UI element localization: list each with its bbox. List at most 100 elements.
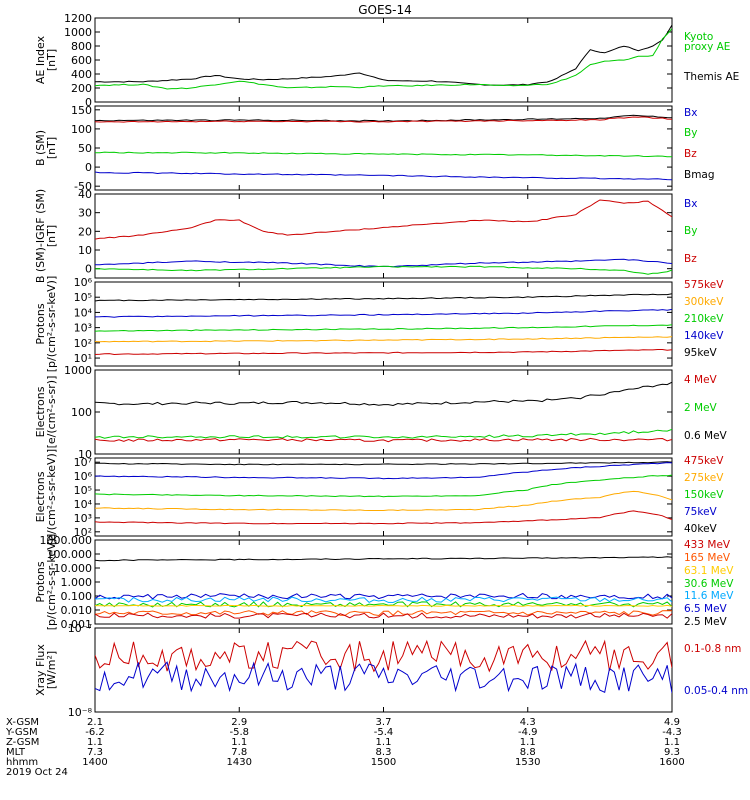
y-tick-label: 10⁴ [74, 306, 93, 319]
y-tick-label: 0 [85, 263, 92, 276]
y-axis-label: Protons[p/(cm²-s-sr-keV)] [34, 534, 58, 631]
time-axis-row-label: X-GSM [6, 717, 39, 728]
series-line [95, 28, 672, 90]
series-line [95, 114, 672, 122]
series-line [95, 151, 672, 158]
time-axis-value: 1400 [82, 757, 107, 768]
y-tick-label: 10⁶ [74, 276, 93, 289]
time-axis-value: 8.8 [520, 747, 536, 758]
series-line [95, 596, 672, 604]
legend-entry: 0.1-0.8 nm [684, 643, 741, 655]
series-line [95, 474, 672, 498]
legend-entry: 0.05-0.4 nm [684, 685, 748, 697]
legend-entry: By [684, 225, 697, 237]
series-line [95, 612, 672, 619]
y-tick-label: 400 [71, 68, 92, 81]
legend-entry: Themis AE [683, 71, 739, 83]
y-axis-label-line: Electrons [34, 386, 47, 437]
y-tick-label: 1000 [64, 26, 92, 39]
legend-entry: 300keV [684, 296, 724, 308]
series-group [95, 114, 672, 181]
y-tick-label: 10⁻⁷ [68, 622, 92, 635]
date-label: 2019 Oct 24 [6, 767, 68, 778]
time-axis-value: -5.8 [229, 727, 249, 738]
y-tick-label: 10.000 [54, 562, 93, 575]
y-axis-label-line: B (SM)-IGRF (SM) [34, 189, 47, 283]
time-axis-value: 1530 [515, 757, 540, 768]
panel-frame [94, 17, 673, 103]
y-tick-label: 20 [78, 225, 92, 238]
time-axis-value: 9.3 [664, 747, 680, 758]
series-group [95, 24, 672, 90]
y-tick-label: 10⁵ [74, 484, 92, 497]
time-axis-value: 7.8 [231, 747, 247, 758]
legend-entry: 275keV [684, 472, 724, 484]
y-tick-label: 0.010 [61, 604, 93, 617]
legend-entry: 2.5 MeV [684, 616, 728, 628]
y-tick-label: 10¹ [74, 352, 92, 365]
y-tick-label: 10² [74, 526, 92, 539]
y-tick-label: 0 [85, 96, 92, 109]
series-line [95, 324, 672, 332]
y-axis-label-line: [W/m²] [45, 651, 58, 689]
panel-5: 10 100 1000 Electrons[e/(cm²-s-sr)] 4 MeV 2 M… [34, 364, 728, 461]
time-axis-value: -6.2 [85, 727, 105, 738]
series-line [95, 349, 672, 356]
y-axis-label-line: [e/(cm²-s-sr-keV)] [45, 449, 58, 545]
time-axis-value: 1.1 [664, 737, 680, 748]
series-group [95, 461, 672, 525]
y-tick-label: 10⁶ [74, 470, 93, 483]
legend-entry: 150keV [684, 489, 724, 501]
y-tick-label: 0 [85, 161, 92, 174]
y-tick-label: 1200 [64, 12, 92, 25]
series-line [95, 265, 672, 275]
time-axis: X-GSM 2.1 2.9 3.7 4.3 4.9 Y-GSM -6.2 -5.8 -5.4 -4.… [5, 717, 685, 778]
series-group [95, 381, 672, 443]
series-line [95, 24, 672, 86]
legend-entry: 40keV [684, 523, 718, 535]
y-tick-label: 10³ [74, 512, 92, 525]
y-tick-label: 100 [71, 123, 92, 136]
time-axis-value: 4.3 [520, 717, 536, 728]
y-axis-label-line: Xray Flux [34, 644, 47, 696]
legend-entry: 30.6 MeV [684, 578, 734, 590]
y-tick-label: 600 [71, 54, 92, 67]
y-tick-label: 800 [71, 40, 92, 53]
y-tick-label: 200 [71, 82, 92, 95]
series-group [95, 556, 672, 619]
series-line [95, 639, 672, 673]
legend-entry: 95keV [684, 347, 718, 359]
time-axis-row-label: MLT [6, 747, 26, 758]
y-tick-label: -50 [74, 180, 92, 193]
legend-entry: 4 MeV [684, 374, 718, 386]
y-tick-label: 0.001 [61, 618, 93, 631]
y-tick-label: 50 [78, 142, 92, 155]
legend-entry: 0.6 MeV [684, 430, 728, 442]
time-axis-row-label: hhmm [6, 757, 38, 768]
panel-frame [94, 369, 673, 455]
y-axis-label-line: AE Index [34, 35, 47, 84]
time-axis-value: 7.3 [87, 747, 103, 758]
series-line [95, 510, 672, 525]
series-line [95, 428, 672, 439]
y-axis-label: B (SM)-IGRF (SM)[nT] [34, 189, 58, 283]
series-group [95, 293, 672, 356]
legend-entry: Bz [684, 148, 697, 160]
time-axis-value: 1600 [659, 757, 684, 768]
legend-entry: 2 MeV [684, 402, 718, 414]
y-tick-label: 10⁴ [74, 498, 93, 511]
time-axis-row-label: Z-GSM [6, 737, 39, 748]
chart-title: GOES-14 [358, 3, 412, 17]
y-tick-label: 10³ [74, 322, 92, 335]
time-axis-value: 2.9 [231, 717, 247, 728]
y-axis-label-line: [p/(cm²-s-sr-keV)] [45, 534, 58, 631]
legend-entry: Bx [684, 107, 697, 119]
y-tick-label: 0.100 [61, 590, 93, 603]
y-tick-label: 10⁵ [74, 291, 92, 304]
time-axis-value: -5.4 [374, 727, 394, 738]
y-tick-label: 100 [71, 406, 92, 419]
y-tick-label: 10⁻⁸ [68, 706, 93, 719]
series-line [95, 437, 672, 443]
